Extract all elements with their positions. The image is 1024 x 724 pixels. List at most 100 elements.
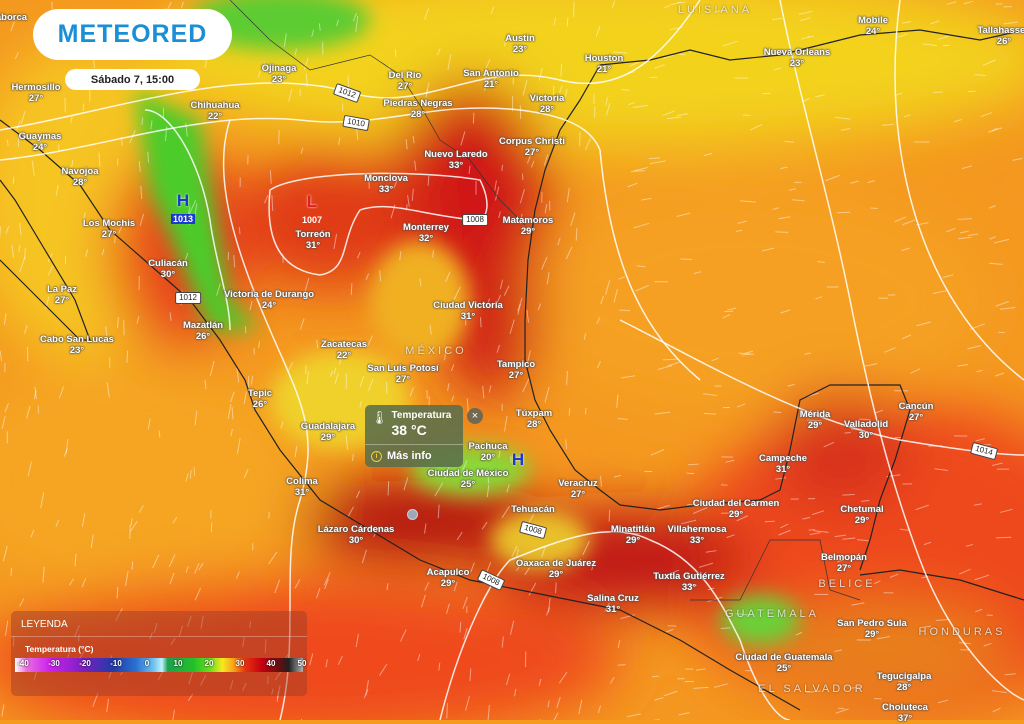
city-name: Túxpam: [516, 408, 552, 419]
wind-streak: [194, 467, 195, 476]
wind-streak: [11, 568, 12, 576]
legend-tick: 40: [267, 659, 276, 668]
city-temperature: 27°: [11, 93, 60, 104]
city-temperature: 31°: [433, 311, 503, 322]
city-label[interactable]: Tallahassee26°: [977, 25, 1024, 47]
city-name: Monclova: [364, 173, 408, 184]
meteored-logo[interactable]: METEORED: [33, 9, 232, 60]
city-label[interactable]: Caborca: [0, 12, 27, 23]
city-name: La Paz: [47, 284, 77, 295]
country-label: MÉXICO: [405, 345, 466, 357]
city-name: Ciudad del Carmen: [693, 498, 780, 509]
more-info-link[interactable]: i Más info: [365, 445, 463, 467]
more-info-label: Más info: [387, 450, 432, 462]
wind-streak: [269, 512, 270, 519]
info-icon: i: [371, 451, 382, 462]
city-name: Tehuacán: [511, 504, 555, 515]
city-temperature: 31°: [587, 604, 639, 615]
city-temperature: 24°: [858, 26, 888, 37]
city-name: Tepic: [248, 388, 272, 399]
pressure-value: 1007: [300, 215, 324, 225]
city-label[interactable]: Tehuacán: [511, 504, 555, 515]
wind-streak: [837, 212, 850, 213]
pressure-value: 1013: [171, 214, 195, 224]
close-popup-button[interactable]: ×: [467, 408, 483, 424]
wind-streak: [609, 510, 610, 522]
thermometer-icon: 🌡: [371, 410, 388, 426]
city-name: Matamoros: [503, 215, 554, 226]
wind-streak: [460, 622, 461, 632]
city-name: Lázaro Cárdenas: [318, 524, 395, 535]
city-temperature: 24°: [19, 142, 62, 153]
wind-streak: [576, 228, 577, 240]
popup-value: 38 °C: [392, 422, 452, 438]
legend-subtitle: Temperatura (°C): [11, 637, 307, 654]
forecast-datetime[interactable]: Sábado 7, 15:00: [65, 69, 200, 90]
city-temperature: 28°: [516, 419, 552, 430]
city-temperature: 33°: [653, 582, 725, 593]
city-temperature: 33°: [668, 535, 727, 546]
wind-streak: [447, 703, 448, 719]
legend-tick: 10: [174, 659, 183, 668]
wind-streak: [742, 354, 750, 355]
location-marker[interactable]: [407, 509, 418, 520]
city-temperature: 31°: [286, 487, 318, 498]
city-name: Campeche: [759, 453, 807, 464]
